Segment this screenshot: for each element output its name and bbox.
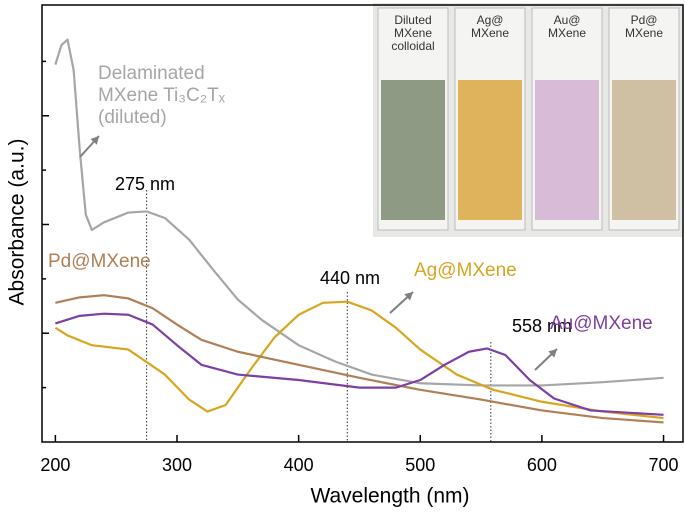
- liquid: [612, 80, 676, 220]
- cuvette-label: Ag@ MXene: [470, 13, 510, 40]
- arrow-head: [90, 136, 99, 145]
- x-tick-label: 400: [284, 455, 314, 475]
- arrow-head: [404, 292, 413, 301]
- cuvette-label: Au@ MXene: [547, 13, 587, 40]
- series-line: [55, 294, 664, 424]
- peak-label: 275 nm: [115, 174, 175, 194]
- liquid: [535, 80, 599, 220]
- x-tick-label: 500: [405, 455, 435, 475]
- x-axis-title: Wavelength (nm): [310, 485, 469, 508]
- cuvette-label: Diluted MXene colloidal: [391, 13, 435, 53]
- peak-label: 440 nm: [320, 268, 380, 288]
- series-line: [54, 38, 664, 387]
- x-tick-label: 200: [40, 455, 70, 475]
- series-line: [55, 312, 664, 416]
- inset-photo: [373, 3, 683, 237]
- liquid: [381, 80, 445, 220]
- cuvette-label: Pd@ MXene: [624, 13, 664, 40]
- arrow-head: [548, 349, 557, 358]
- series-annotation: Pd@MXene: [48, 251, 151, 272]
- series-annotation: Delaminated MXene Ti₃C₂Tₓ (diluted): [98, 63, 225, 128]
- series-annotation: Ag@MXene: [414, 260, 517, 281]
- series-line: [54, 300, 664, 420]
- y-axis-title: Absorbance (a.u.): [6, 139, 29, 306]
- x-tick-label: 300: [162, 455, 192, 475]
- x-tick-label: 600: [527, 455, 557, 475]
- peak-label: 558 nm: [512, 316, 572, 336]
- liquid: [458, 80, 522, 220]
- x-tick-label: 700: [649, 455, 679, 475]
- plot-frame: [41, 4, 684, 443]
- series-annotation: Au@MXene: [550, 313, 653, 334]
